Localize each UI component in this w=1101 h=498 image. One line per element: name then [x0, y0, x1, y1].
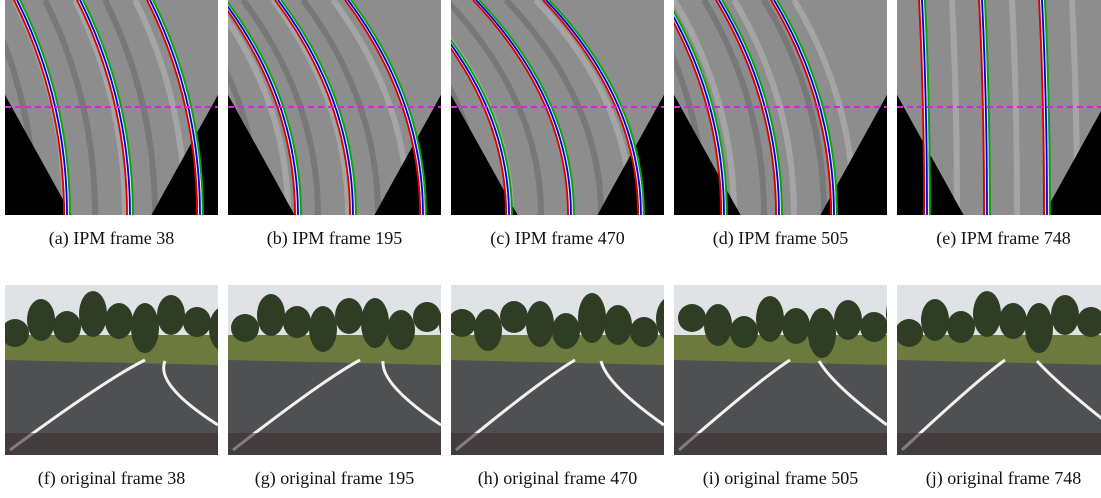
tree: [1025, 303, 1053, 353]
hood: [674, 433, 887, 455]
tree: [231, 314, 259, 342]
caption: (i) original frame 505: [669, 468, 892, 489]
original-image: [451, 285, 664, 455]
original-image: [897, 285, 1101, 455]
tree: [921, 299, 949, 341]
tree: [131, 303, 159, 353]
tree: [335, 298, 363, 334]
caption: (a) IPM frame 38: [0, 228, 223, 249]
tree: [413, 302, 441, 332]
ipm-image: [451, 0, 664, 215]
tree: [756, 296, 784, 342]
tree: [630, 317, 658, 347]
tree: [105, 303, 133, 339]
tree: [309, 306, 337, 352]
ipm-image: [228, 0, 441, 215]
tree: [704, 304, 732, 346]
caption: (f) original frame 38: [0, 468, 223, 489]
caption: (d) IPM frame 505: [669, 228, 892, 249]
caption: (g) original frame 195: [223, 468, 446, 489]
tree: [578, 293, 606, 343]
caption: (j) original frame 748: [892, 468, 1101, 489]
tree: [157, 295, 185, 335]
figure: (a) IPM frame 38 (f) original frame 38 (b)…: [0, 0, 1101, 498]
tree: [53, 311, 81, 343]
tree: [730, 316, 758, 348]
ipm-image: [674, 0, 887, 215]
tree: [552, 313, 580, 349]
tree: [79, 291, 107, 337]
caption: (e) IPM frame 748: [892, 228, 1101, 249]
tree: [678, 304, 706, 332]
tree: [361, 298, 389, 348]
tree: [257, 294, 285, 336]
tree: [999, 303, 1027, 339]
ipm-image: [897, 0, 1101, 215]
hood: [5, 433, 218, 455]
tree: [526, 301, 554, 347]
tree: [27, 299, 55, 341]
tree: [973, 291, 1001, 337]
tree: [474, 309, 502, 351]
original-image: [228, 285, 441, 455]
hood: [451, 433, 664, 455]
tree: [834, 300, 862, 340]
original-image: [5, 285, 218, 455]
hood: [897, 433, 1101, 455]
tree: [947, 311, 975, 343]
caption: (b) IPM frame 195: [223, 228, 446, 249]
tree: [808, 308, 836, 358]
caption: (c) IPM frame 470: [446, 228, 669, 249]
ipm-image: [5, 0, 218, 215]
tree: [860, 312, 887, 342]
tree: [183, 307, 211, 337]
tree: [604, 305, 632, 345]
tree: [283, 306, 311, 338]
caption: (h) original frame 470: [446, 468, 669, 489]
original-image: [674, 285, 887, 455]
tree: [500, 301, 528, 333]
tree: [387, 310, 415, 350]
tree: [1051, 295, 1079, 335]
hood: [228, 433, 441, 455]
tree: [782, 308, 810, 344]
